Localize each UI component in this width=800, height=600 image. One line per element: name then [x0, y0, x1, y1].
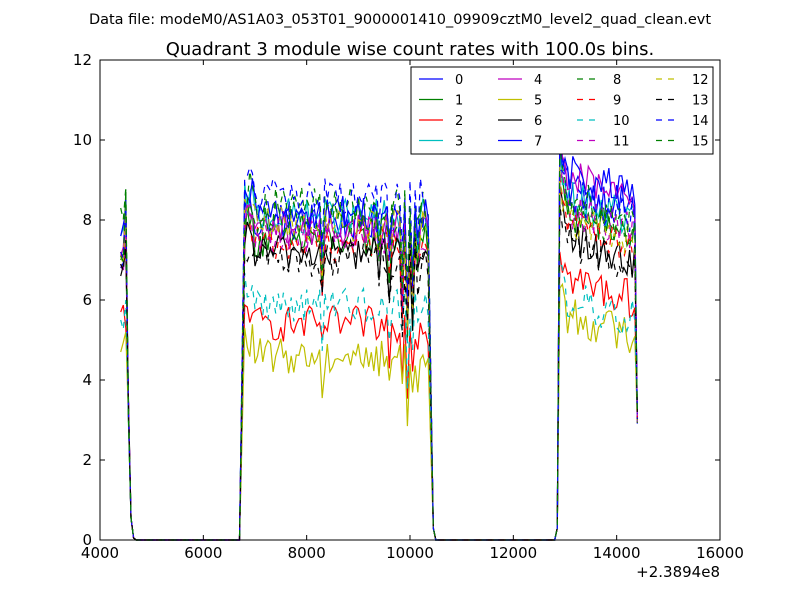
x-tick-label: 8000	[288, 544, 326, 562]
legend-label-0: 0	[455, 73, 463, 88]
axes-layer: 4000 6000 8000 10000 12000 14000 1600002468101…	[73, 51, 744, 562]
x-tick-label: 12000	[489, 544, 537, 562]
legend-label-8: 8	[613, 73, 621, 88]
legend-label-5: 5	[534, 94, 542, 109]
x-tick-label: 4000	[81, 544, 119, 562]
legend-label-9: 9	[613, 94, 621, 109]
legend-label-14: 14	[692, 114, 709, 129]
legend-label-1: 1	[455, 94, 463, 109]
series-13-line	[120, 204, 638, 541]
figure-suptitle: Data file: modeM0/AS1A03_053T01_90000014…	[89, 12, 711, 28]
x-tick-label: 14000	[593, 544, 641, 562]
y-tick-label: 0	[82, 531, 92, 549]
legend-label-11: 11	[613, 135, 630, 150]
legend-label-15: 15	[692, 135, 709, 150]
y-tick-label: 6	[82, 291, 92, 309]
y-tick-label: 2	[82, 451, 92, 469]
legend-label-2: 2	[455, 114, 463, 129]
legend-label-10: 10	[613, 114, 630, 129]
legend-label-4: 4	[534, 73, 542, 88]
series-12-line	[120, 166, 638, 541]
legend-label-7: 7	[534, 135, 542, 150]
legend-label-12: 12	[692, 73, 709, 88]
legend-label-13: 13	[692, 94, 709, 109]
legend-label-3: 3	[455, 135, 463, 150]
x-tick-label: 16000	[696, 544, 744, 562]
y-tick-label: 10	[73, 131, 92, 149]
y-tick-label: 4	[82, 371, 92, 389]
x-offset-label: +2.3894e8	[636, 563, 720, 581]
y-tick-label: 12	[73, 51, 92, 69]
chart-title: Quadrant 3 module wise count rates with …	[166, 39, 655, 60]
legend-label-6: 6	[534, 114, 542, 129]
y-tick-label: 8	[82, 211, 92, 229]
x-tick-label: 10000	[386, 544, 434, 562]
series-8-line	[120, 170, 638, 541]
x-tick-label: 6000	[184, 544, 222, 562]
legend-box	[410, 66, 714, 155]
